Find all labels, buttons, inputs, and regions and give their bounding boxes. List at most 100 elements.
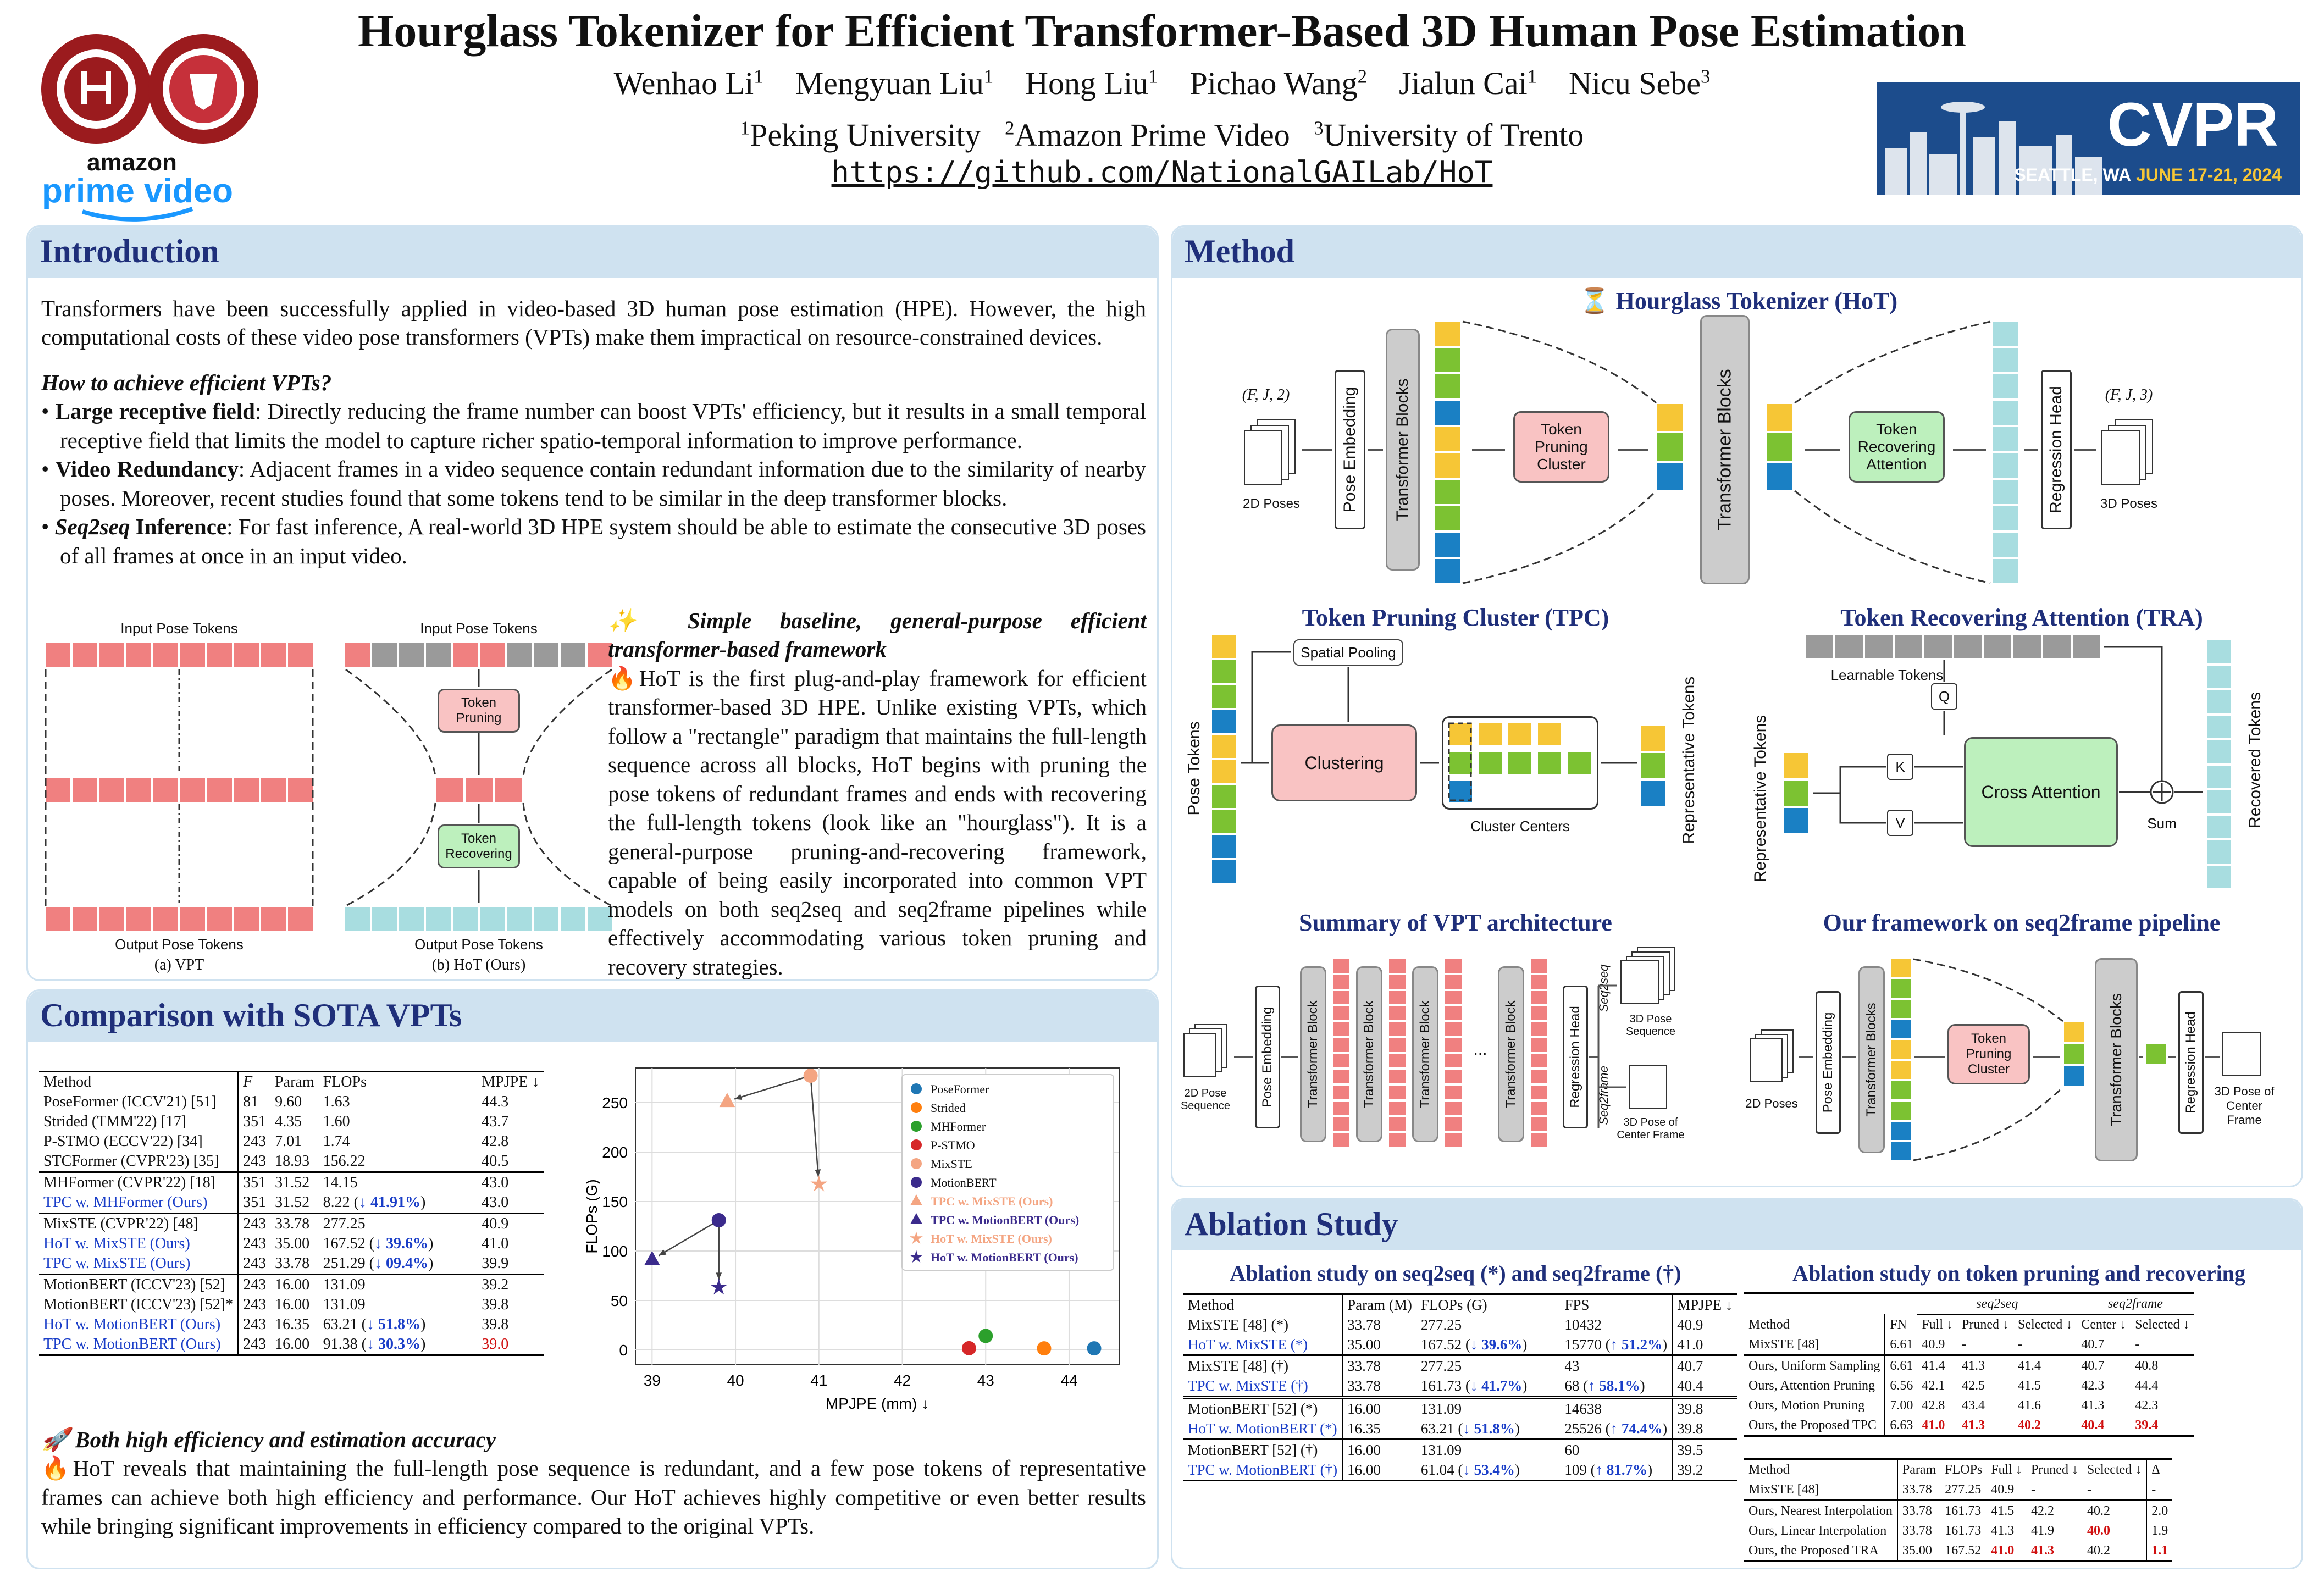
token bbox=[152, 642, 179, 668]
token bbox=[1530, 1021, 1548, 1037]
legend-entry: MotionBERT bbox=[931, 1176, 997, 1189]
token bbox=[1991, 426, 2019, 452]
table-row: HoT w. MixSTE (*) 35.00 167.52 (↓ 39.6%) 15… bbox=[1183, 1335, 1738, 1355]
table-row: Ours, Motion Pruning 7.00 42.8 43.4 41.6 41.3… bbox=[1744, 1396, 2194, 1415]
token bbox=[1444, 1037, 1463, 1053]
token bbox=[1530, 1116, 1548, 1132]
token bbox=[1890, 1060, 1912, 1080]
vpt-vs-hot-figure: Input Pose Tokens Input Pose Tokens Toke… bbox=[45, 620, 616, 973]
token bbox=[2042, 634, 2072, 659]
token bbox=[152, 906, 179, 932]
author: Jialun Cai1 bbox=[1399, 65, 1537, 101]
token bbox=[425, 906, 452, 932]
x-tick-label: 42 bbox=[894, 1372, 911, 1389]
token bbox=[1805, 634, 1834, 659]
x-axis-label: MPJPE (mm) ↓ bbox=[826, 1395, 929, 1412]
token bbox=[344, 642, 371, 668]
ablation-recovering-table: Method Param FLOPs Full ↓ Pruned ↓ Selected ↓… bbox=[1744, 1458, 2173, 1562]
university-logos: amazon prime video bbox=[41, 34, 258, 222]
token bbox=[1388, 1021, 1407, 1037]
table-row: Ours, Linear Interpolation 33.78 161.73 41.… bbox=[1744, 1521, 2173, 1541]
table-row: HoT w. MotionBERT (*) 16.35 63.21 (↓ 51.8%… bbox=[1183, 1419, 1738, 1440]
table-row: MotionBERT [52] (†) 16.00 131.09 60 39.5 bbox=[1183, 1438, 1738, 1460]
x-tick-label: 44 bbox=[1060, 1372, 1077, 1389]
col-header: Method bbox=[39, 1071, 239, 1092]
table-row: HoT w. MixSTE (Ours) 243 35.00 167.52 (↓ 39… bbox=[39, 1234, 544, 1254]
github-link[interactable]: https://github.com/NationalGAILab/HoT bbox=[831, 155, 1493, 190]
token bbox=[1332, 1116, 1351, 1132]
token bbox=[1991, 479, 2019, 505]
y-tick-label: 0 bbox=[619, 1342, 628, 1359]
token bbox=[371, 642, 398, 668]
token bbox=[2206, 764, 2232, 789]
token bbox=[45, 642, 71, 668]
author: Hong Liu1 bbox=[1025, 65, 1158, 101]
university-of-trento-logo bbox=[148, 34, 258, 144]
token bbox=[1444, 973, 1463, 990]
legend bbox=[901, 1074, 1114, 1271]
legend-marker bbox=[910, 1194, 922, 1205]
token bbox=[425, 642, 452, 668]
data-point bbox=[978, 1329, 993, 1343]
transformer-blocks-2: Transformer Blocks bbox=[1700, 315, 1750, 584]
author-list: Wenhao Li1 Mengyuan Liu1 Hong Liu1 Picha… bbox=[0, 65, 2324, 102]
token bbox=[1434, 320, 1461, 347]
token bbox=[1864, 634, 1894, 659]
token bbox=[1530, 1132, 1548, 1148]
legend-entry: MHFormer bbox=[931, 1120, 986, 1133]
poster-title: Hourglass Tokenizer for Efficient Transf… bbox=[358, 5, 1966, 57]
introduction-panel: Introduction Transformers have been succ… bbox=[26, 225, 1159, 981]
ablation-pruning-table: seq2seq seq2frame Method FN Full ↓ Pruned ↓ Se… bbox=[1744, 1292, 2194, 1437]
ablation-heading: Ablation Study bbox=[1172, 1200, 2301, 1250]
token bbox=[287, 906, 314, 932]
token bbox=[1332, 1037, 1351, 1053]
token bbox=[2012, 634, 2042, 659]
cluster-token bbox=[1507, 751, 1532, 775]
token bbox=[1530, 1053, 1548, 1069]
token bbox=[233, 642, 260, 668]
svg-text:amazon: amazon bbox=[87, 149, 177, 176]
x-tick-label: 39 bbox=[644, 1372, 661, 1389]
token bbox=[1530, 958, 1548, 974]
legend-entry: Strided bbox=[931, 1101, 966, 1115]
output-3d-poses bbox=[2101, 419, 2156, 485]
token bbox=[1388, 973, 1407, 990]
token bbox=[1332, 973, 1351, 990]
token bbox=[1388, 1053, 1407, 1069]
token bbox=[260, 906, 287, 932]
both-efficiency-heading: 🚀 Both high efficiency and estimation ac… bbox=[41, 1427, 496, 1452]
table-row: MotionBERT (ICCV'23) [52] 243 16.00 131.09 3… bbox=[39, 1274, 544, 1295]
y-tick-label: 50 bbox=[611, 1292, 628, 1309]
token bbox=[1656, 432, 1684, 462]
arrowhead bbox=[734, 1094, 743, 1100]
token bbox=[71, 906, 98, 932]
token bbox=[1894, 634, 1923, 659]
token bbox=[464, 777, 494, 803]
token bbox=[2206, 839, 2232, 865]
token bbox=[2206, 864, 2232, 889]
tra-block: Token Recovering Attention bbox=[1849, 411, 1945, 483]
token bbox=[1953, 634, 1983, 659]
token bbox=[1766, 461, 1794, 491]
cvpr-logo: CVPR SEATTLE, WA JUNE 17-21, 2024 bbox=[1877, 82, 2300, 195]
token bbox=[452, 642, 479, 668]
token bbox=[179, 906, 206, 932]
token bbox=[1388, 1005, 1407, 1021]
seq2frame-diagram: 2D Poses Pose Embedding Transformer Bloc… bbox=[1739, 942, 2305, 1172]
token bbox=[1332, 1069, 1351, 1084]
token bbox=[260, 777, 287, 803]
token bbox=[1444, 1132, 1463, 1148]
data-point bbox=[961, 1341, 976, 1355]
token bbox=[479, 906, 506, 932]
ablation-seq-title: Ablation study on seq2seq (*) and seq2fr… bbox=[1230, 1261, 1681, 1286]
token bbox=[71, 642, 98, 668]
token bbox=[1890, 978, 1912, 999]
svg-text:prime video: prime video bbox=[42, 172, 233, 210]
token bbox=[1388, 1084, 1407, 1100]
token bbox=[1388, 958, 1407, 974]
hot-diagram: (F, J, 2) 2D Poses Pose Embedding Transf… bbox=[1172, 315, 2305, 623]
token bbox=[1434, 400, 1461, 426]
peking-university-logo bbox=[41, 34, 151, 144]
cluster-token bbox=[1478, 722, 1503, 746]
token bbox=[1991, 558, 2019, 584]
